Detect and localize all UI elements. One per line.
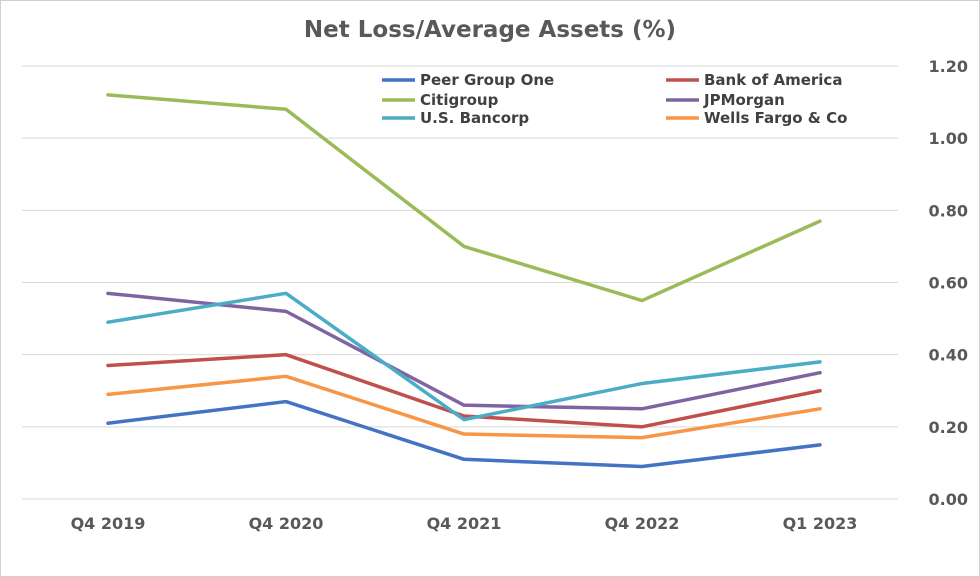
legend-label: Bank of America [704,71,842,89]
x-axis-ticks: Q4 2019 Q4 2020 Q4 2021 Q4 2022 Q1 2023 [71,514,858,533]
data-point [818,407,822,411]
data-point [462,403,466,407]
series-line [106,291,822,411]
data-point [640,407,644,411]
y-tick-label: 0.00 [929,490,968,509]
data-point [106,320,110,324]
legend-label: Wells Fargo & Co [704,109,847,127]
data-point [462,418,466,422]
data-point [640,465,644,469]
data-point [106,291,110,295]
data-point [818,443,822,447]
data-point [818,219,822,223]
data-point [462,414,466,418]
data-point [106,363,110,367]
data-point [284,374,288,378]
legend-label: JPMorgan [703,91,785,109]
x-tick-label: Q4 2021 [427,514,502,533]
data-point [106,93,110,97]
y-tick-label: 0.60 [929,274,968,293]
legend-label: Peer Group One [420,71,554,89]
chart-title: Net Loss/Average Assets (%) [304,17,676,43]
legend-label: U.S. Bancorp [420,109,529,127]
y-axis-ticks: 0.00 0.20 0.40 0.60 0.80 1.00 1.20 [929,57,968,509]
data-point [818,371,822,375]
data-point [640,436,644,440]
data-point [462,457,466,461]
data-point [106,421,110,425]
y-tick-label: 1.20 [929,57,968,76]
data-point [640,425,644,429]
data-point [284,107,288,111]
legend-item: Citigroup [382,91,499,109]
series-line [106,374,822,440]
data-point [284,309,288,313]
x-tick-label: Q4 2019 [71,514,146,533]
data-point [818,360,822,364]
legend: Peer Group One Bank of America Citigroup JP… [382,71,847,127]
y-tick-label: 0.80 [929,201,968,220]
data-point [106,392,110,396]
x-tick-label: Q1 2023 [783,514,858,533]
y-tick-label: 0.40 [929,346,968,365]
legend-label: Citigroup [420,91,499,109]
series-lines [106,93,822,469]
x-tick-label: Q4 2022 [605,514,680,533]
data-point [640,382,644,386]
y-tick-label: 0.20 [929,418,968,437]
data-point [462,432,466,436]
data-point [284,353,288,357]
legend-item: JPMorgan [666,91,785,109]
legend-item: Wells Fargo & Co [666,109,847,127]
data-point [818,389,822,393]
data-point [462,244,466,248]
legend-item: Peer Group One [382,71,554,89]
legend-item: Bank of America [666,71,842,89]
gridlines [22,65,898,500]
data-point [640,299,644,303]
series-line [106,291,822,422]
x-tick-label: Q4 2020 [249,514,324,533]
data-point [284,400,288,404]
legend-item: U.S. Bancorp [382,109,529,127]
y-tick-label: 1.00 [929,129,968,148]
data-point [284,291,288,295]
